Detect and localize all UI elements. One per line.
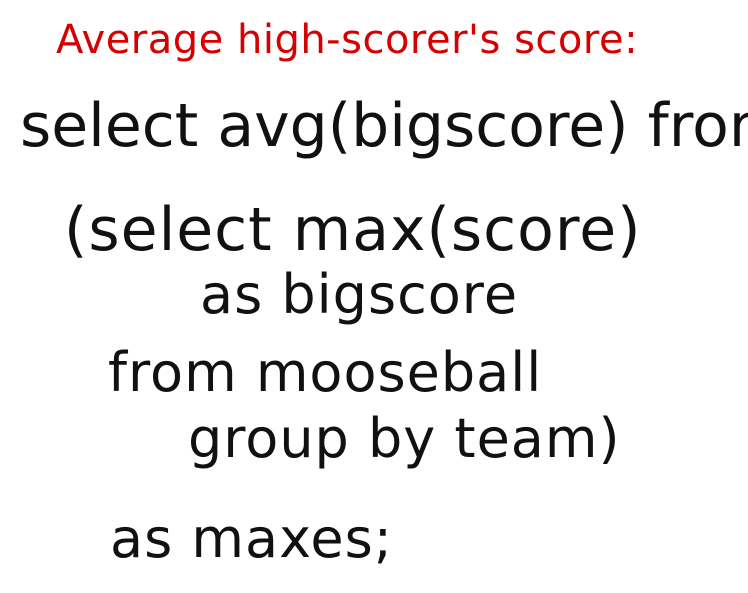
sql-line-6: as maxes; xyxy=(110,507,393,570)
sql-line-3: as bigscore xyxy=(200,263,519,326)
heading-title: Average high-scorer's score: xyxy=(56,17,639,63)
sql-line-4: from mooseball xyxy=(108,341,543,404)
sql-line-2: (select max(score) xyxy=(64,195,642,265)
sql-line-5: group by team) xyxy=(188,407,621,470)
sql-line-1: select avg(bigscore) from xyxy=(20,91,748,161)
